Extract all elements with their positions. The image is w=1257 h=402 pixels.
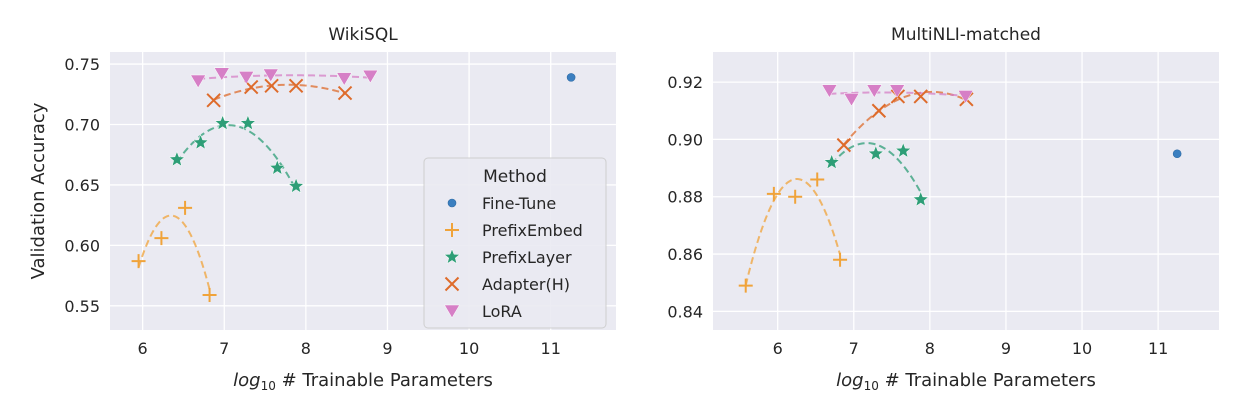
y-tick-label: 0.88 xyxy=(667,188,703,207)
y-tick-label: 0.55 xyxy=(64,297,100,316)
x-axis-label-subscript: 10 xyxy=(864,379,879,393)
chart-title: WikiSQL xyxy=(328,25,398,45)
legend-label-prefixembed: PrefixEmbed xyxy=(482,221,583,240)
y-tick-label: 0.90 xyxy=(667,130,703,149)
point-lora xyxy=(238,71,255,85)
point-lora xyxy=(262,68,279,83)
point-lora xyxy=(336,72,353,86)
x-tick-label: 9 xyxy=(382,339,392,358)
y-tick-label: 0.84 xyxy=(667,302,703,321)
point-prefixlayer xyxy=(239,114,257,131)
point-lora xyxy=(821,84,838,98)
y-tick-label: 0.92 xyxy=(667,73,703,92)
y-tick-label: 0.60 xyxy=(64,236,100,255)
legend-marker-prefixlayer xyxy=(443,248,461,265)
point-adapter-h xyxy=(206,93,221,108)
point-prefixembed xyxy=(131,254,146,269)
x-tick-label: 6 xyxy=(773,339,783,358)
panel-multinli-matched: 6 7 8 9 10 11 0.84 0.86 0.88 0.90 0.92 MultiNLI-mat… xyxy=(667,25,1219,393)
trend-line-prefixlayer xyxy=(176,124,297,191)
point-prefixembed xyxy=(810,172,825,187)
point-prefixembed xyxy=(766,186,781,201)
point-lora xyxy=(889,84,906,98)
legend-label-fine-tune: Fine-Tune xyxy=(482,194,556,213)
legend-marker-prefixembed xyxy=(445,223,459,237)
x-tick-label: 9 xyxy=(1001,339,1011,358)
trend-line-adapter-h xyxy=(213,83,346,101)
legend: Method Fine-Tune PrefixEmbed PrefixLayer Ada… xyxy=(423,157,607,329)
x-axis-label-text: # Trainable Parameters xyxy=(276,370,493,391)
point-prefixembed xyxy=(738,278,753,293)
point-lora xyxy=(213,67,230,81)
point-adapter-h xyxy=(913,89,928,104)
legend-title: Method xyxy=(483,167,547,187)
trend-line-prefixlayer xyxy=(830,142,922,193)
legend-label-lora: LoRA xyxy=(482,302,522,321)
x-axis-label-subscript: 10 xyxy=(261,379,276,393)
x-tick-label: 10 xyxy=(459,339,479,358)
x-axis-label-log: log xyxy=(836,370,863,391)
point-adapter-h xyxy=(337,85,353,101)
point-prefixlayer xyxy=(168,150,186,167)
point-prefixembed xyxy=(788,189,803,204)
x-axis-label: log10 # Trainable Parameters xyxy=(836,370,1096,393)
point-lora xyxy=(843,93,860,107)
point-adapter-h xyxy=(288,78,304,94)
point-adapter-h xyxy=(871,103,887,118)
trend-line-prefixembed xyxy=(744,178,842,286)
x-axis-label-log: log xyxy=(233,370,260,391)
point-adapter-h xyxy=(836,137,852,153)
point-prefixlayer xyxy=(269,159,286,176)
point-prefixlayer xyxy=(894,142,912,158)
x-tick-label: 11 xyxy=(1148,339,1168,358)
legend-label-prefixlayer: PrefixLayer xyxy=(482,248,572,267)
legend-label-adapter-h: Adapter(H) xyxy=(482,275,570,294)
point-prefixembed xyxy=(833,252,848,267)
legend-marker-lora xyxy=(444,304,460,319)
y-tick-label: 0.86 xyxy=(667,245,703,264)
panel-wikisql: 6 7 8 9 10 110.550.600.650.700.75WikiSQLlog10… xyxy=(28,25,616,393)
point-lora xyxy=(866,84,883,98)
trend-line-prefixembed xyxy=(137,214,211,290)
point-fine-tune xyxy=(566,73,576,82)
point-lora xyxy=(957,90,974,104)
point-prefixlayer xyxy=(192,133,209,150)
legend-marker-adapter-h xyxy=(444,276,460,292)
y-tick-label: 0.65 xyxy=(64,176,100,195)
y-axis-label: Validation Accuracy xyxy=(28,102,49,279)
point-lora xyxy=(190,74,207,89)
point-prefixlayer xyxy=(287,177,305,194)
point-prefixlayer xyxy=(214,114,231,131)
x-tick-label: 6 xyxy=(138,339,148,358)
point-adapter-h xyxy=(264,78,279,94)
x-tick-label: 8 xyxy=(925,339,935,358)
point-fine-tune xyxy=(1172,149,1182,159)
x-axis-label-text: # Trainable Parameters xyxy=(879,370,1096,391)
point-prefixembed xyxy=(178,200,193,215)
point-prefixlayer xyxy=(912,190,929,207)
point-prefixembed xyxy=(202,287,217,302)
x-tick-label: 7 xyxy=(219,339,229,358)
x-tick-label: 7 xyxy=(849,339,859,358)
point-lora xyxy=(362,69,379,84)
x-tick-label: 10 xyxy=(1072,339,1092,358)
y-tick-label: 0.75 xyxy=(64,55,100,74)
point-prefixlayer xyxy=(867,145,885,161)
trend-line-adapter-h xyxy=(843,90,967,146)
legend-marker-fine-tune xyxy=(447,198,457,208)
x-axis-label: log10 # Trainable Parameters xyxy=(233,370,493,393)
y-tick-label: 0.70 xyxy=(64,116,100,135)
x-tick-label: 11 xyxy=(541,339,561,358)
x-tick-label: 8 xyxy=(301,339,311,358)
legend-box xyxy=(423,157,607,329)
chart-title: MultiNLI-matched xyxy=(891,25,1041,45)
point-prefixlayer xyxy=(823,153,840,170)
point-prefixembed xyxy=(154,231,169,246)
